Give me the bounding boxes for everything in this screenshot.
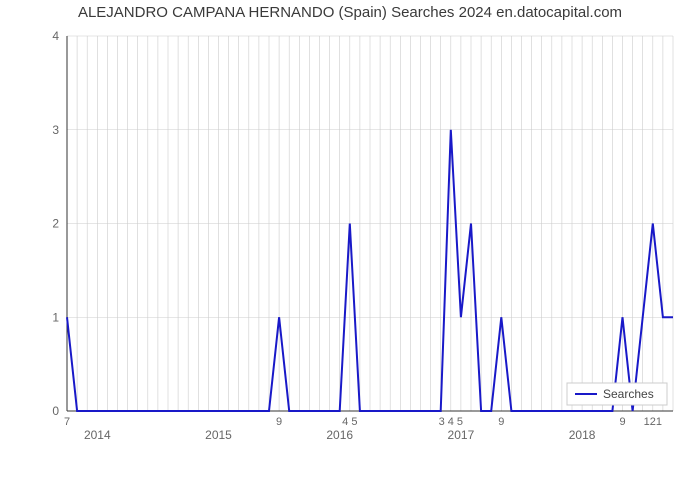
x-tick-label: 2015 <box>205 428 232 442</box>
point-label: 4 5 <box>342 416 357 428</box>
y-tick-label: 0 <box>52 404 59 418</box>
y-tick-label: 2 <box>52 217 59 231</box>
point-label: 9 <box>276 416 282 428</box>
x-tick-label: 2016 <box>326 428 353 442</box>
x-tick-label: 2017 <box>448 428 475 442</box>
x-tick-label: 2014 <box>84 428 111 442</box>
y-tick-label: 4 <box>52 30 59 43</box>
x-tick-label: 2018 <box>569 428 596 442</box>
y-tick-label: 1 <box>52 310 59 324</box>
legend-label: Searches <box>603 387 654 401</box>
point-label: 9 <box>619 416 625 428</box>
point-label: 7 <box>64 416 70 428</box>
chart-title: ALEJANDRO CAMPANA HERNANDO (Spain) Searc… <box>0 4 700 21</box>
y-tick-label: 3 <box>52 123 59 137</box>
point-label: 121 <box>644 416 662 428</box>
chart-plot: 0 1 2 3 4 2014 2015 2016 2017 2018 7 9 4 5 3 4 5 9 9 121… <box>45 30 675 445</box>
point-label: 3 4 5 <box>439 416 463 428</box>
point-label: 9 <box>498 416 504 428</box>
